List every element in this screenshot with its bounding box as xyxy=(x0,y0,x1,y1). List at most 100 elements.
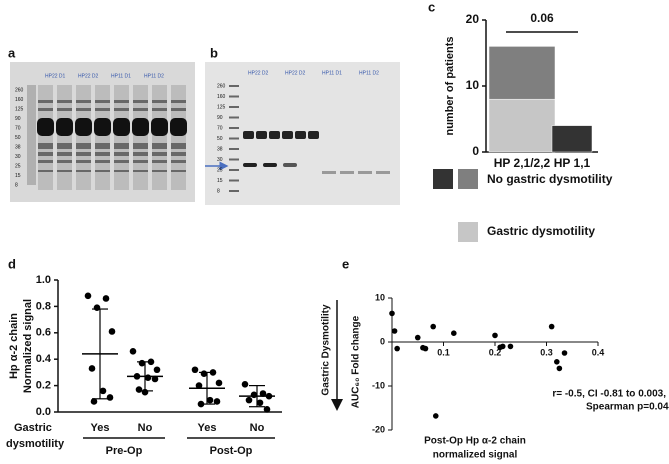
band xyxy=(295,131,306,139)
point xyxy=(430,323,437,330)
point xyxy=(391,328,398,334)
ladder-label: 125 xyxy=(15,106,24,112)
band xyxy=(308,131,319,139)
band xyxy=(171,152,186,156)
y-tick-label: 0 xyxy=(380,336,385,346)
legend-swatch xyxy=(433,169,453,189)
band xyxy=(152,143,167,149)
band xyxy=(95,108,110,111)
band xyxy=(76,108,91,111)
lane-smear xyxy=(114,85,129,190)
band xyxy=(113,118,130,136)
row-label: dysmotility xyxy=(6,438,65,450)
band xyxy=(57,143,72,149)
ladder-band xyxy=(229,95,239,98)
point xyxy=(256,399,264,407)
x-axis-label: Post-Op Hp α-2 chain xyxy=(424,436,526,447)
point xyxy=(422,345,429,352)
band xyxy=(256,131,267,139)
band xyxy=(56,118,73,136)
ladder-label: 50 xyxy=(217,136,223,142)
band xyxy=(76,152,91,156)
annotation: 0.06 xyxy=(530,11,554,25)
band xyxy=(152,100,167,103)
band xyxy=(75,118,92,136)
ladder-label: 15 xyxy=(15,173,21,179)
band xyxy=(243,163,257,167)
band xyxy=(114,108,129,111)
lane-smear xyxy=(38,85,53,190)
x-tick-label: Yes xyxy=(91,422,110,434)
y-tick-label: 0 xyxy=(472,144,479,158)
ladder-band xyxy=(229,190,239,192)
band xyxy=(133,152,148,156)
point xyxy=(99,387,107,395)
ladder-label: 8 xyxy=(217,188,220,194)
x-tick-label: 0.3 xyxy=(540,347,553,357)
ladder-band xyxy=(229,169,239,171)
bar-segment xyxy=(488,46,556,100)
lane-smear xyxy=(76,85,91,190)
annotation: Spearman p=0.048 xyxy=(586,402,669,413)
band xyxy=(38,160,53,163)
ladder-label: 8 xyxy=(15,182,18,188)
ladder-label: 30 xyxy=(15,154,21,160)
lane-smear xyxy=(171,85,186,190)
y-tick-label: 0.2 xyxy=(36,380,51,392)
y-tick-label: 0.6 xyxy=(36,327,51,339)
ladder-label: 125 xyxy=(217,104,226,110)
band xyxy=(95,160,110,163)
y-axis-label: number of patients xyxy=(444,36,456,135)
legend-swatch xyxy=(458,222,478,242)
point xyxy=(556,365,563,372)
ladder-label: 15 xyxy=(217,178,223,184)
point xyxy=(195,382,203,389)
point xyxy=(432,413,439,419)
point xyxy=(144,374,152,381)
lane-label: HP11 D1 xyxy=(322,70,342,76)
point xyxy=(263,406,271,413)
ladder-label: 160 xyxy=(217,94,226,100)
band xyxy=(94,118,111,136)
ladder-band xyxy=(229,116,239,119)
y-tick-label: 0.0 xyxy=(36,406,51,418)
lane-label: HP11 D2 xyxy=(144,73,164,79)
point xyxy=(84,292,92,300)
point xyxy=(93,304,101,312)
bar-segment xyxy=(551,125,593,153)
lane-label: HP11 D2 xyxy=(359,70,379,76)
ladder-band xyxy=(229,106,239,108)
point xyxy=(451,330,457,337)
lane-label: HP11 D1 xyxy=(111,73,131,79)
band xyxy=(358,171,372,174)
point xyxy=(554,359,560,365)
lane-smear xyxy=(57,85,72,190)
band xyxy=(152,170,167,172)
point xyxy=(191,366,199,374)
panel-label: b xyxy=(210,45,218,60)
ladder-label: 90 xyxy=(217,115,223,121)
band xyxy=(171,160,186,163)
band xyxy=(171,143,186,149)
band xyxy=(171,170,186,172)
ladder-label: 38 xyxy=(217,146,223,152)
panel-label: a xyxy=(8,45,16,60)
y-tick-label: 10 xyxy=(466,78,480,92)
point xyxy=(138,359,146,367)
band xyxy=(57,100,72,103)
y-tick-label: 20 xyxy=(466,12,480,26)
band xyxy=(152,108,167,111)
band xyxy=(114,160,129,163)
band xyxy=(76,160,91,163)
band xyxy=(95,143,110,149)
lane-label: HP22 D1 xyxy=(45,73,66,79)
ladder-band xyxy=(229,148,239,150)
point xyxy=(250,391,258,399)
point xyxy=(245,396,253,404)
band xyxy=(114,100,129,103)
band xyxy=(322,171,336,174)
ladder-label: 260 xyxy=(217,83,226,89)
band xyxy=(37,118,54,136)
